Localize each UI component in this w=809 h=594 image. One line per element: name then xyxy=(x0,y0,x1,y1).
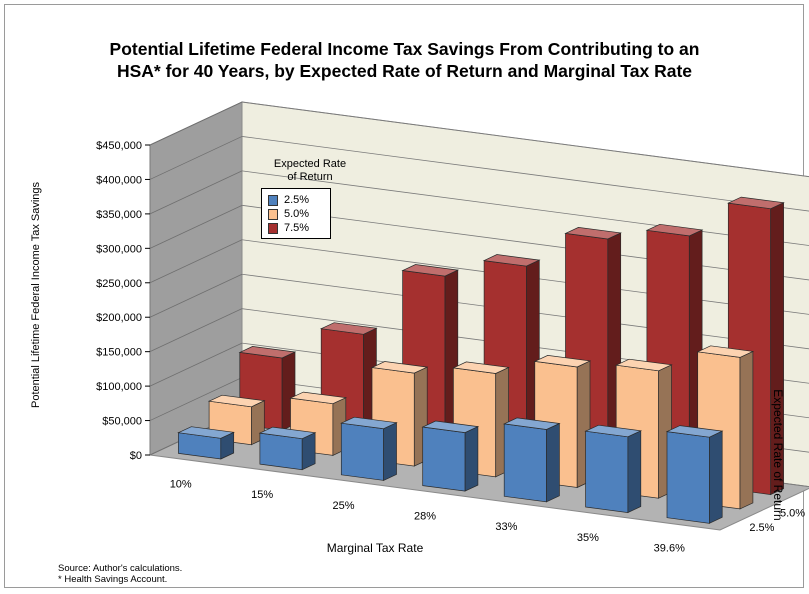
bar-top-face xyxy=(258,426,317,440)
footnote-source: Source: Author's calculations. xyxy=(58,563,183,574)
gridline-left-5 xyxy=(149,239,243,284)
gridline-back-9 xyxy=(241,101,809,178)
legend: Expected Rate of Return 2.5% 5.0% 7.5% xyxy=(255,158,365,239)
bar-top-face xyxy=(696,345,755,358)
bar-top-face xyxy=(533,355,592,368)
z-tick-label-1: 5.0% xyxy=(780,508,805,520)
x-tick-label-1: 15% xyxy=(251,489,273,501)
legend-item-7-5: 7.5% xyxy=(268,221,324,235)
chart-title-line-1: Potential Lifetime Federal Income Tax Sa… xyxy=(109,39,700,59)
bar-front-face xyxy=(340,422,384,481)
legend-title-line-1: Expected Rate xyxy=(273,158,347,170)
bar-top-face xyxy=(401,264,460,277)
legend-label-5-0: 5.0% xyxy=(284,208,310,220)
bar-front-face xyxy=(503,423,547,503)
bar-2.5%-39.6% xyxy=(665,425,724,524)
x-tick-label-2: 25% xyxy=(333,500,355,512)
bar-side-face xyxy=(301,432,316,471)
bar-front-face xyxy=(585,430,629,513)
bar-side-face xyxy=(383,422,397,481)
bar-top-face xyxy=(645,223,704,237)
x-axis-label: Marginal Tax Rate xyxy=(326,541,424,555)
y-tick-label-8: $400,000 xyxy=(96,174,142,186)
bar-2.5%-28% xyxy=(421,420,480,492)
x-tick-label-6: 39.6% xyxy=(654,543,685,555)
legend-swatch-7-5 xyxy=(268,222,278,234)
bar-front-face xyxy=(259,432,303,471)
bar-top-face xyxy=(564,227,622,240)
legend-title: Expected Rate of Return xyxy=(255,158,365,184)
z-axis-label: Expected Rate of Return xyxy=(771,389,785,521)
bar-top-face xyxy=(238,346,297,359)
legend-swatch-2-5 xyxy=(268,194,278,206)
legend-title-line-2: of Return xyxy=(287,171,333,183)
legend-label-2-5: 2.5% xyxy=(284,194,310,206)
legend-label-7-5: 7.5% xyxy=(284,222,310,234)
x-tick-label-4: 33% xyxy=(495,521,517,533)
gridline-left-6 xyxy=(149,204,243,249)
z-tick-label-0: 2.5% xyxy=(749,522,774,534)
footnotes: Source: Author's calculations. * Health … xyxy=(58,563,182,585)
bar-top-face xyxy=(452,361,510,374)
y-tick-label-4: $200,000 xyxy=(96,312,142,324)
bar-top-face xyxy=(207,394,266,408)
chart-title-line-2: HSA* for 40 Years, by Expected Rate of R… xyxy=(116,61,693,81)
bar-2.5%-15% xyxy=(258,426,317,471)
footnote-hsa: * Health Savings Account. xyxy=(58,574,168,585)
bar-2.5%-25% xyxy=(340,416,398,481)
bar-top-face xyxy=(614,358,673,372)
bar-top-face xyxy=(319,322,378,335)
y-tick-label-1: $50,000 xyxy=(102,416,142,428)
bar-side-face xyxy=(709,430,723,524)
x-tick-label-0: 10% xyxy=(170,478,192,490)
gridline-back-8 xyxy=(241,136,809,212)
bar-2.5%-10% xyxy=(177,426,235,460)
y-tick-label-6: $300,000 xyxy=(96,243,142,255)
bar-side-face xyxy=(627,430,642,514)
bar-side-face xyxy=(739,350,754,510)
bar-top-face xyxy=(482,254,541,267)
bar-front-face xyxy=(666,431,710,524)
bar-side-face xyxy=(546,422,560,503)
bar-2.5%-35% xyxy=(584,424,643,514)
x-tick-label-5: 35% xyxy=(577,532,599,544)
legend-item-5-0: 5.0% xyxy=(268,207,324,221)
bar-top-face xyxy=(727,196,785,210)
bar-top-face xyxy=(340,416,398,430)
gridline-left-2 xyxy=(149,342,243,387)
chart-title: Potential Lifetime Federal Income Tax Sa… xyxy=(0,38,809,82)
bar-top-face xyxy=(177,426,235,439)
y-tick-label-9: $450,000 xyxy=(96,140,142,152)
gridline-left-8 xyxy=(149,136,243,180)
gridline-left-1 xyxy=(149,377,243,421)
bar-top-face xyxy=(502,417,561,430)
legend-item-2-5: 2.5% xyxy=(268,193,324,207)
bar-front-face xyxy=(422,426,466,492)
bar-side-face xyxy=(464,426,479,492)
x-tick-label-3: 28% xyxy=(414,511,436,523)
bar-top-face xyxy=(584,424,643,438)
legend-swatch-5-0 xyxy=(268,208,278,220)
gridline-back-7 xyxy=(241,170,809,246)
bar-top-face xyxy=(665,425,724,438)
gridline-left-4 xyxy=(149,273,243,318)
y-tick-label-7: $350,000 xyxy=(96,209,142,221)
bar-top-face xyxy=(289,391,348,405)
bar-top-face xyxy=(370,361,429,374)
y-tick-label-3: $150,000 xyxy=(96,347,142,359)
y-axis-label: Potential Lifetime Federal Income Tax Sa… xyxy=(30,181,42,409)
gridline-left-9 xyxy=(149,101,243,146)
gridline-left-3 xyxy=(149,308,243,353)
gridline-back-6 xyxy=(241,204,809,281)
gridline-left-7 xyxy=(149,170,243,215)
y-tick-label-2: $100,000 xyxy=(96,381,142,393)
bar-top-face xyxy=(421,420,480,433)
y-tick-label-0: $0 xyxy=(130,450,142,462)
legend-box: 2.5% 5.0% 7.5% xyxy=(261,188,331,239)
bar-2.5%-33% xyxy=(502,417,561,503)
y-tick-label-5: $250,000 xyxy=(96,278,142,290)
